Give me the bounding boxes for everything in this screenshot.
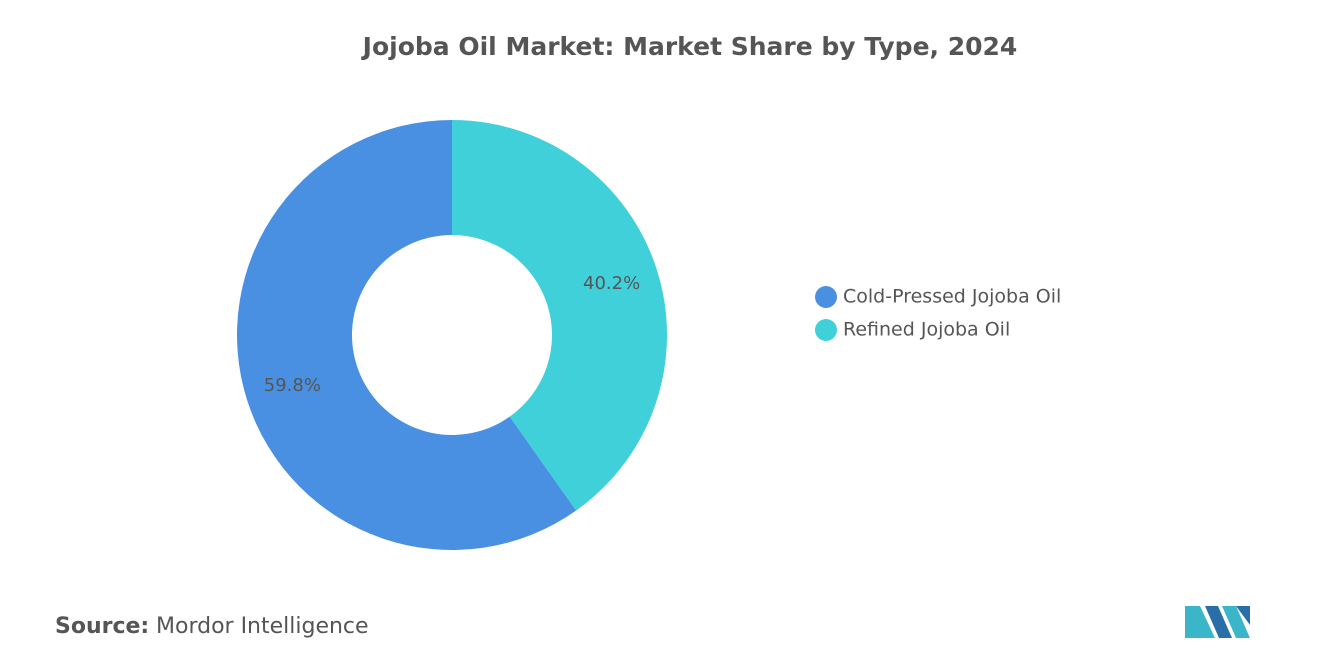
- chart-title: Jojoba Oil Market: Market Share by Type,…: [361, 32, 1018, 61]
- source-label: Source:: [55, 614, 149, 639]
- logo: [1185, 606, 1250, 638]
- value-label: 59.8%: [264, 375, 321, 396]
- logo-shape: [1222, 606, 1250, 638]
- pie-slice: [237, 120, 577, 551]
- logo-shape: [1205, 606, 1232, 638]
- source-text: Mordor Intelligence: [156, 614, 369, 639]
- legend-marker: [815, 319, 837, 341]
- value-label: 40.2%: [583, 273, 640, 294]
- pie-slice: [452, 120, 668, 511]
- logo-shape: [1236, 606, 1250, 625]
- legend-label: Refined Jojoba Oil: [843, 319, 1010, 341]
- logo-shape: [1185, 606, 1215, 638]
- legend-label: Cold-Pressed Jojoba Oil: [843, 286, 1061, 308]
- legend-marker: [815, 286, 837, 308]
